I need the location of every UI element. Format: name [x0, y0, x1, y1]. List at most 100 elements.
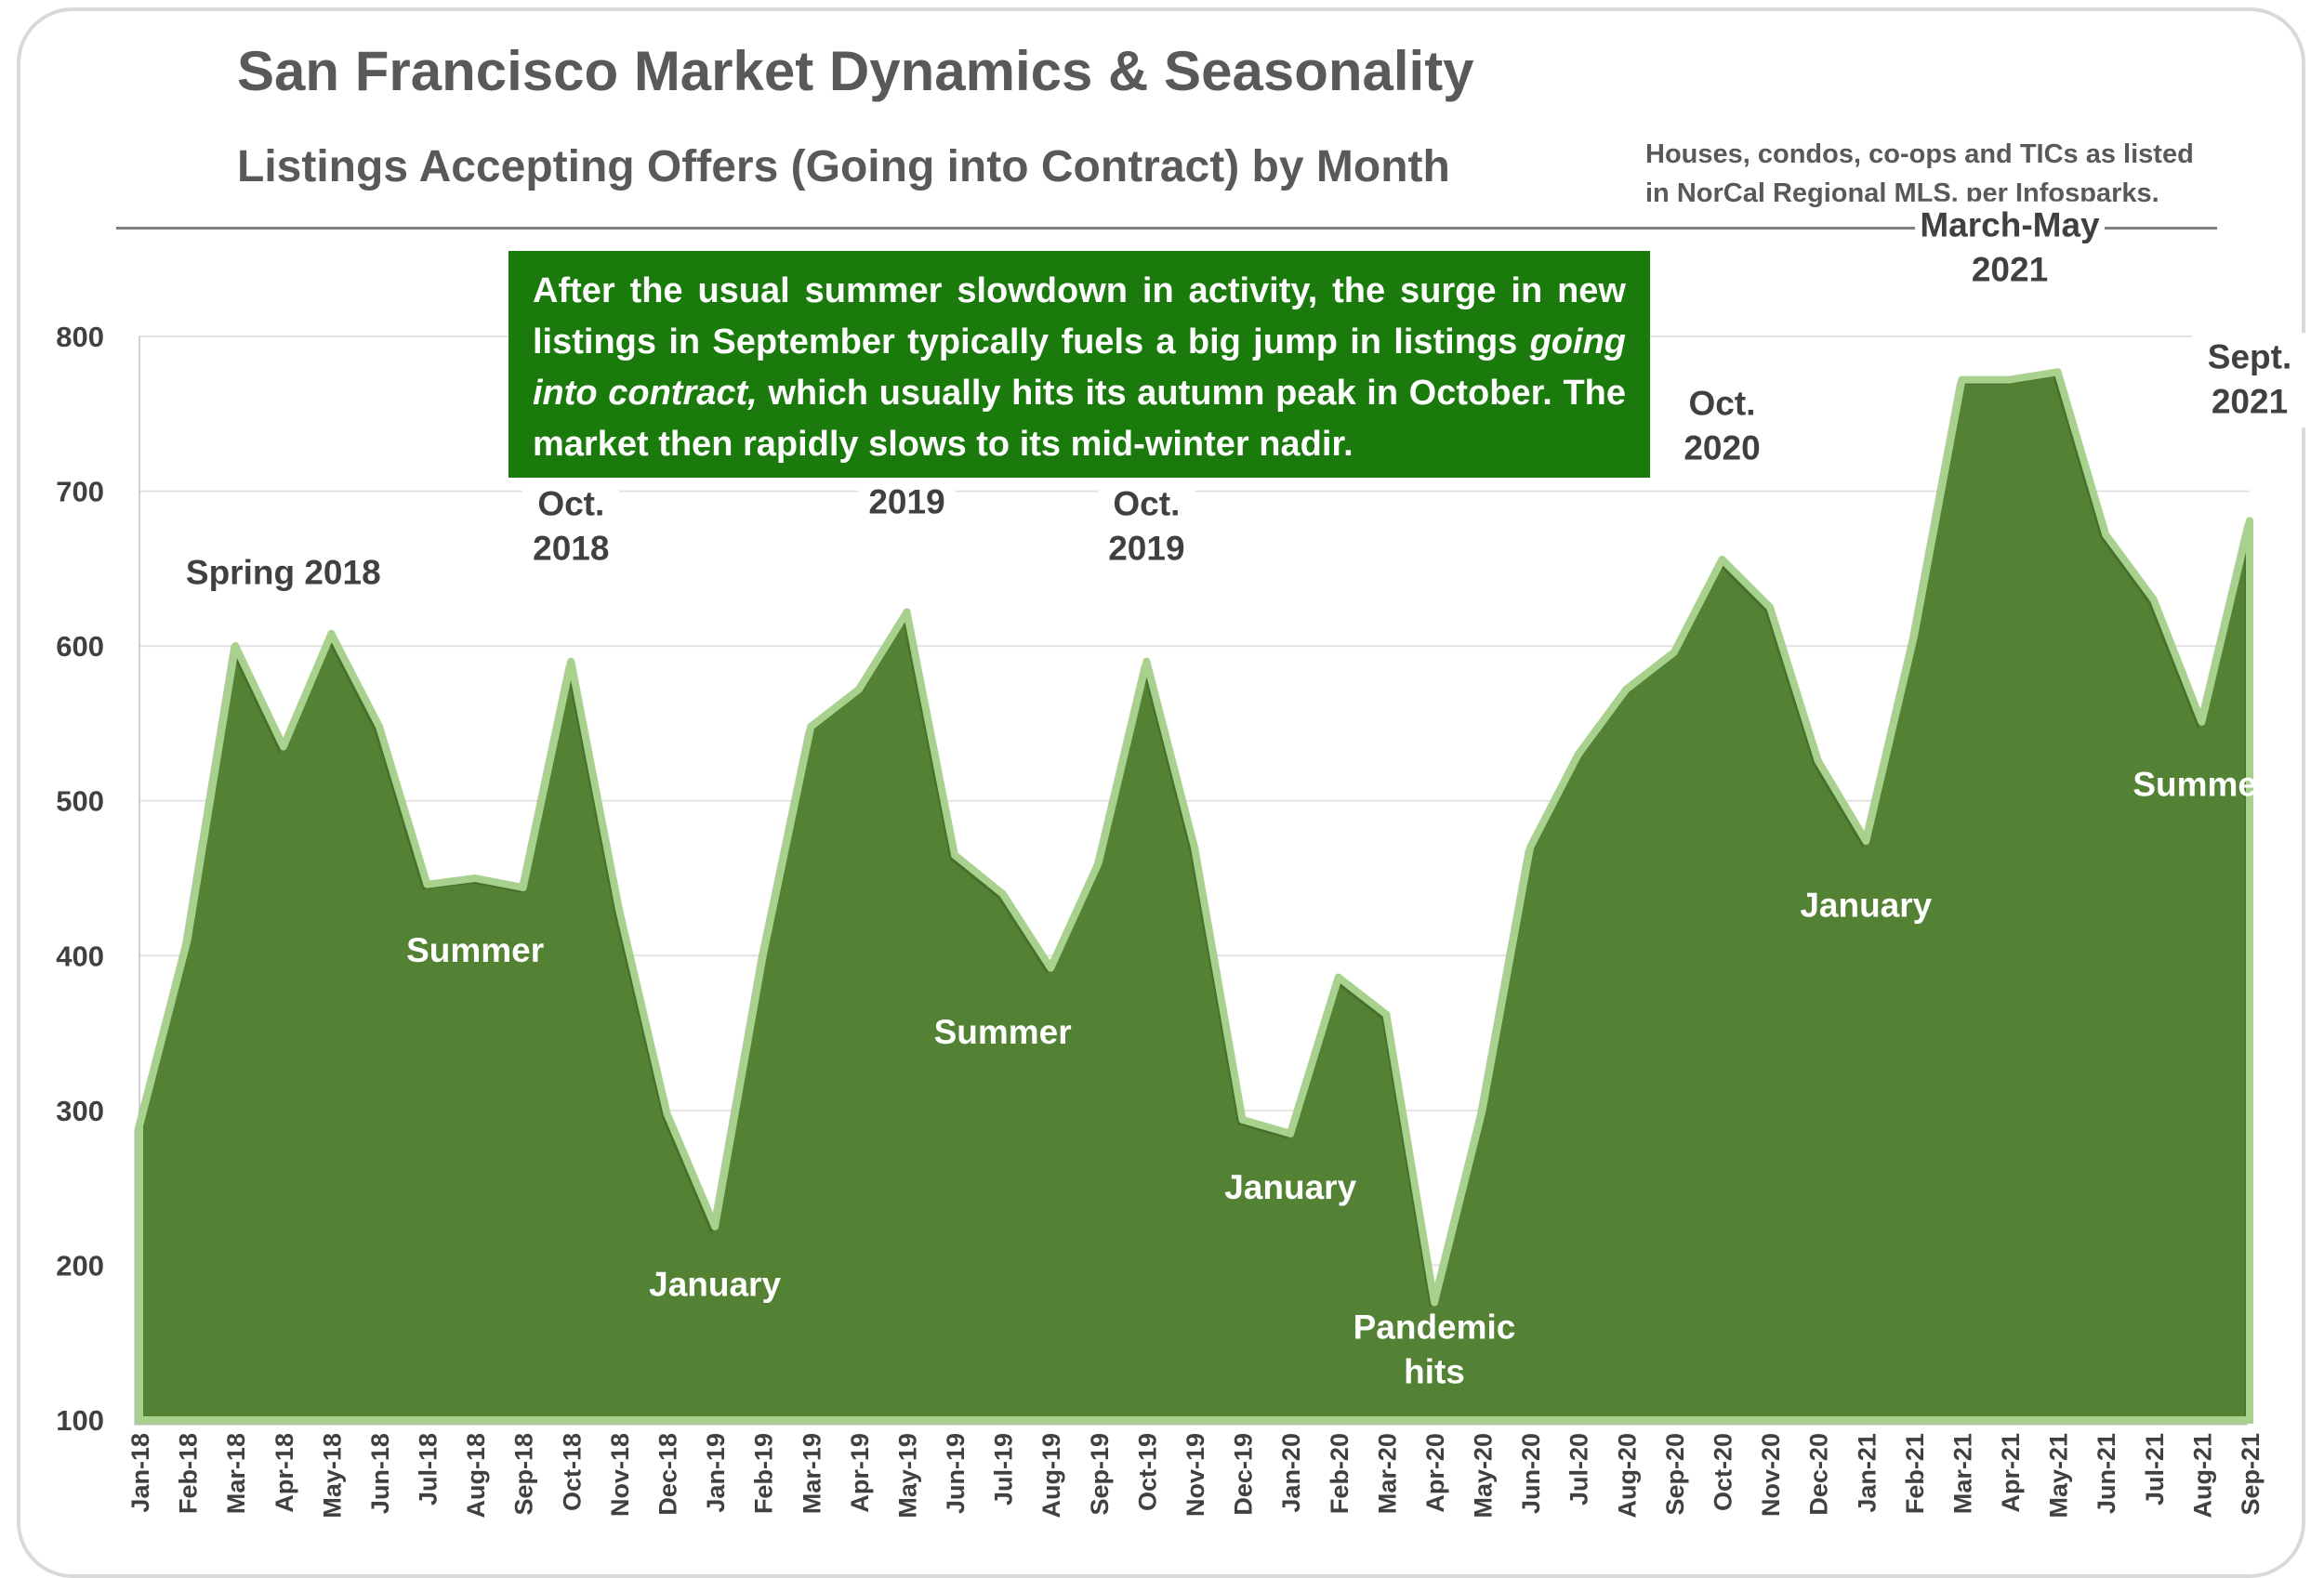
x-tick-label: Jan-19	[702, 1433, 730, 1513]
callout-text-1: After the usual summer slowdown in activ…	[533, 271, 1626, 362]
data-point-Jul-20	[1574, 750, 1582, 758]
callout-text-2: which usually hits its autumn peak in Oc…	[533, 374, 1626, 464]
data-point-Jun-19	[951, 851, 958, 859]
annotation-background	[522, 480, 620, 575]
annotation-background	[1098, 480, 1195, 575]
annotation-label: 2021	[2212, 382, 2288, 420]
annotation-label: 2020	[1684, 428, 1760, 467]
annotation-label: 2021	[1972, 251, 2048, 289]
data-point-Sep-19	[1094, 859, 1103, 867]
y-tick-label: 100	[56, 1404, 104, 1437]
data-point-Apr-18	[279, 743, 287, 751]
annotation-label: Oct.	[537, 485, 604, 523]
data-point-Dec-19	[1238, 1115, 1247, 1124]
data-point-Jun-21	[2102, 531, 2110, 539]
chart-title: San Francisco Market Dynamics & Seasonal…	[237, 40, 1474, 102]
chart-subtitle: Listings Accepting Offers (Going into Co…	[237, 142, 1450, 191]
annotation-Aug-21: Summer	[2133, 766, 2270, 804]
data-point-Aug-19	[1047, 964, 1055, 972]
data-point-Mar-20	[1382, 1010, 1391, 1019]
data-point-May-19	[903, 608, 911, 616]
annotation-Sep-21: Sept. 2021	[2192, 333, 2307, 428]
annotation-label: Oct.	[1689, 384, 1756, 422]
series-area-border	[136, 520, 2253, 1424]
data-point-Jan-19	[711, 1222, 720, 1230]
data-point-Sep-20	[1670, 648, 1678, 656]
x-tick-label: Jul-21	[2141, 1433, 2169, 1506]
x-tick-label: Jul-19	[990, 1433, 1018, 1506]
annotation-label: 2018	[533, 530, 609, 568]
data-point-Jul-21	[2149, 596, 2158, 604]
data-point-Jan-21	[1862, 837, 1870, 845]
x-tick-label: May-19	[894, 1433, 922, 1519]
data-point-Jan-18	[136, 1122, 143, 1130]
x-tick-label: Aug-19	[1037, 1433, 1065, 1519]
annotation-Jan-20: January	[1224, 1168, 1356, 1206]
x-tick-label: Jul-18	[415, 1433, 442, 1506]
x-tick-label: Apr-18	[271, 1433, 298, 1513]
annotation-label: January	[649, 1266, 781, 1304]
x-tick-label: May-18	[318, 1433, 346, 1519]
data-point-Jul-19	[998, 889, 1007, 898]
x-tick-label: Mar-18	[222, 1433, 250, 1514]
x-tick-label: Mar-20	[1373, 1433, 1401, 1514]
x-tick-label: Aug-21	[2188, 1433, 2216, 1519]
x-tick-label: Feb-21	[1901, 1433, 1929, 1514]
x-tick-label: Apr-19	[846, 1433, 874, 1513]
y-tick-label: 200	[56, 1249, 104, 1282]
x-tick-label: Oct-20	[1710, 1433, 1737, 1511]
data-point-Mar-21	[1958, 375, 1966, 384]
annotation-label: Pandemic	[1353, 1308, 1516, 1347]
series-area-fill	[139, 372, 2250, 1420]
x-tick-label: Aug-20	[1613, 1433, 1641, 1519]
annotation-background	[2192, 333, 2307, 428]
annotation-label: January	[1224, 1168, 1356, 1206]
y-tick-label: 800	[56, 321, 104, 353]
listings-series	[134, 368, 2253, 1426]
x-tick-label: Jul-20	[1565, 1433, 1593, 1506]
data-point-Dec-20	[1814, 756, 1822, 765]
x-tick-label: May-20	[1470, 1433, 1498, 1519]
x-tick-label: Dec-18	[654, 1433, 682, 1516]
x-tick-label: Apr-20	[1421, 1433, 1449, 1513]
x-tick-label: Dec-20	[1805, 1433, 1833, 1516]
y-tick-label: 400	[56, 940, 104, 972]
annotation-Apr-20: Pandemic hits	[1353, 1308, 1516, 1391]
x-tick-label: Jan-21	[1853, 1433, 1881, 1513]
data-point-Aug-18	[471, 874, 480, 882]
annotation-Aug-18: Summer	[406, 931, 544, 969]
data-point-Feb-18	[183, 936, 191, 944]
x-tick-label: Aug-18	[462, 1433, 490, 1519]
annotation-label: hits	[1404, 1353, 1465, 1391]
data-point-May-21	[2053, 368, 2062, 376]
annotation-label: Summer	[406, 931, 544, 969]
x-tick-label: Feb-19	[750, 1433, 778, 1514]
data-point-Jul-18	[423, 880, 431, 888]
annotation-Jan-19: January	[649, 1266, 781, 1304]
annotation-Oct-18: Oct. 2018	[522, 480, 620, 575]
x-tick-label: Sep-19	[1086, 1433, 1114, 1516]
y-axis-tick-labels: 100 200 300 400 500 600 700 800	[56, 321, 104, 1437]
x-tick-label: Jun-19	[942, 1433, 970, 1514]
data-point-Nov-18	[614, 905, 623, 914]
x-tick-label: Nov-18	[606, 1433, 634, 1517]
data-point-Apr-21	[2006, 375, 2014, 384]
data-point-Jan-20	[1287, 1129, 1295, 1137]
x-tick-label: Oct-18	[558, 1433, 586, 1511]
annotation-label: January	[1800, 887, 1932, 925]
y-tick-label: 300	[56, 1095, 104, 1127]
annotation-label: Sept.	[2208, 337, 2291, 375]
x-tick-label: Sep-20	[1661, 1433, 1689, 1516]
data-point-Nov-19	[1191, 843, 1198, 851]
data-point-Aug-21	[2198, 717, 2206, 726]
callout-emphasis: going into contract,	[533, 322, 1626, 413]
data-point-Sep-18	[519, 884, 527, 891]
annotation-background	[1673, 379, 1771, 475]
y-tick-label: 500	[56, 785, 104, 818]
data-point-Sep-21	[2246, 517, 2253, 525]
x-tick-label: Jan-20	[1277, 1433, 1305, 1513]
x-tick-label: Jun-18	[366, 1433, 394, 1514]
chart-annotations: Spring 2018Oct.2018SummerJanuaryMay2019S…	[169, 201, 2307, 1391]
y-tick-label: 700	[56, 476, 104, 508]
